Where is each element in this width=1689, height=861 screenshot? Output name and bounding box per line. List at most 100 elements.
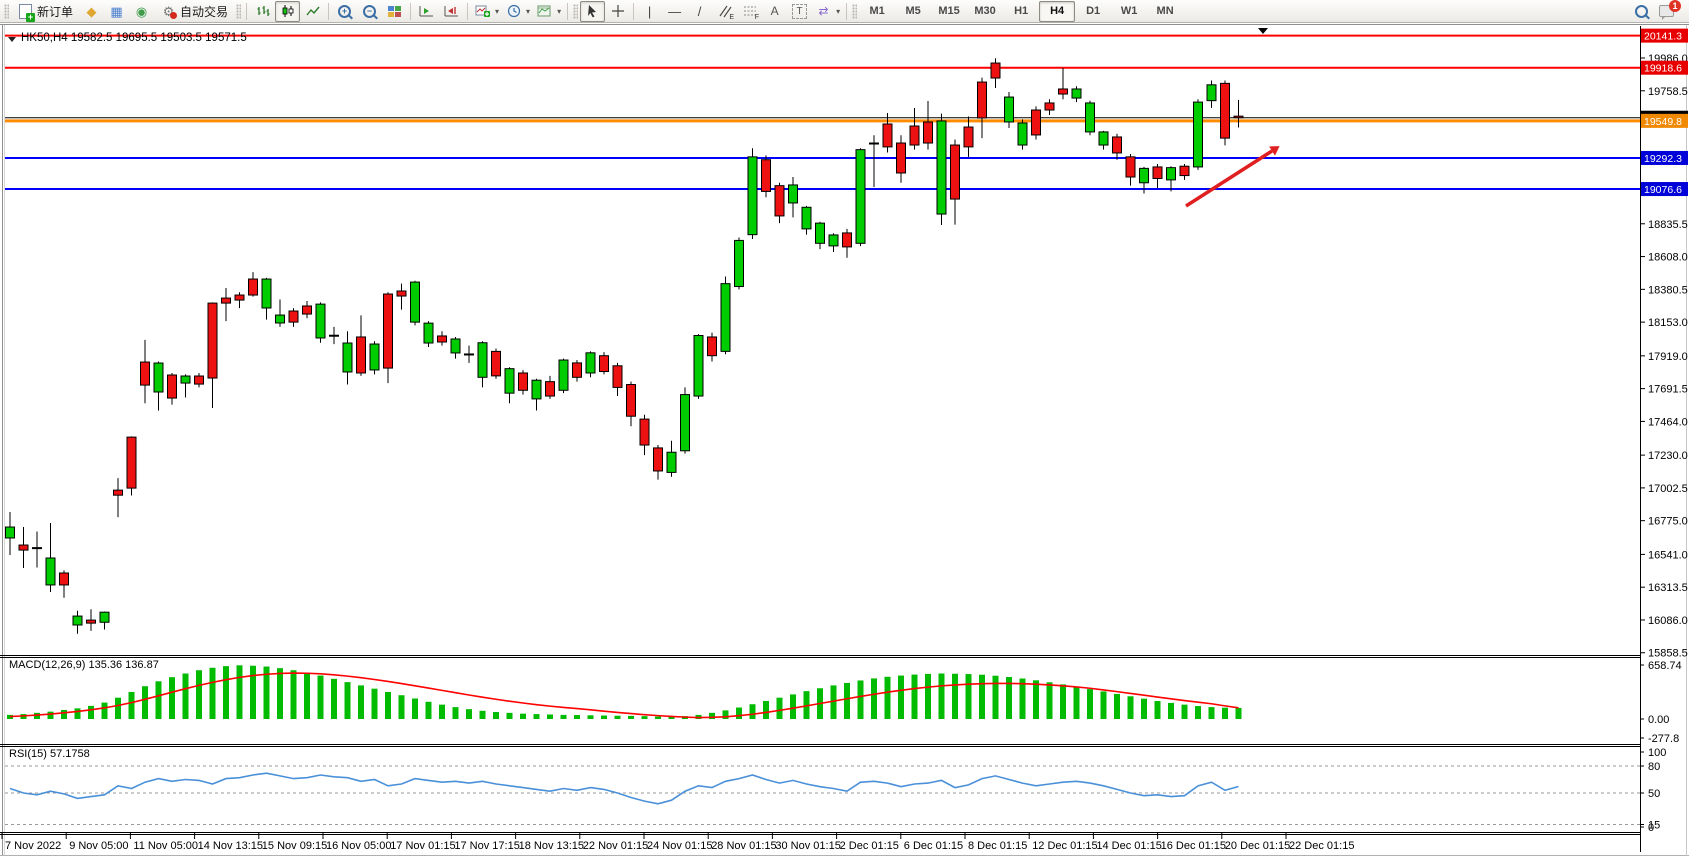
crosshair-button[interactable] xyxy=(605,1,630,22)
macd-histogram-bar xyxy=(1060,684,1066,719)
horizontal-line-button[interactable]: — xyxy=(662,1,687,22)
macd-histogram-bar xyxy=(1006,677,1012,719)
separator xyxy=(567,2,569,20)
macd-histogram-bar xyxy=(1073,686,1080,719)
text-label-button[interactable]: T xyxy=(787,1,812,22)
price-tick-label: 17919.0 xyxy=(1648,351,1688,363)
macd-histogram-bar xyxy=(34,712,40,719)
new-order-button[interactable]: + 新订单 xyxy=(11,1,79,22)
price-level-lines[interactable] xyxy=(5,34,1640,191)
timeframe-h1-button[interactable]: H1 xyxy=(1014,5,1029,17)
auto-scroll-button[interactable] xyxy=(414,1,439,22)
new-order-label: 新订单 xyxy=(37,4,74,19)
candle xyxy=(923,100,933,150)
crosshair-icon xyxy=(609,3,626,20)
macd-histogram-bar xyxy=(1154,700,1161,719)
toolbar-grip[interactable] xyxy=(573,3,579,19)
macd-histogram-bar xyxy=(250,665,256,719)
indicators-button[interactable]: ▾ xyxy=(471,1,502,22)
macd-histogram-bar xyxy=(992,675,999,719)
cursor-button[interactable] xyxy=(580,0,606,22)
market-watch-icon: ◆ xyxy=(86,3,97,19)
chart-shift-button[interactable] xyxy=(439,1,464,22)
candle xyxy=(828,233,839,252)
auto-trading-button[interactable]: ⚙ 自动交易 xyxy=(154,1,234,22)
equidistant-channel-button[interactable]: E xyxy=(712,1,737,22)
candle xyxy=(261,277,272,320)
date-tick-label: 16 Nov 05:00 xyxy=(326,840,391,852)
timeframe-m30-button[interactable]: M30 xyxy=(974,5,996,17)
toolbar-grip[interactable] xyxy=(4,3,9,19)
vertical-line-button[interactable]: | xyxy=(637,1,662,22)
svg-text:19076.6: 19076.6 xyxy=(1644,184,1682,196)
fibonacci-button[interactable]: F xyxy=(737,1,762,22)
line-chart-button[interactable] xyxy=(300,1,325,22)
candlestick-chart-button[interactable] xyxy=(275,0,301,22)
trendline-icon: / xyxy=(697,3,702,19)
macd-histogram-bar xyxy=(790,694,796,719)
macd-histogram-bar xyxy=(371,688,378,719)
dropdown-arrow-icon: ▾ xyxy=(526,6,531,16)
macd-histogram-bar xyxy=(263,666,270,719)
timeframe-w1-button[interactable]: W1 xyxy=(1120,5,1138,17)
toolbar-grip[interactable] xyxy=(236,3,242,19)
timeframe-h4-button[interactable]: H4 xyxy=(1039,0,1076,22)
date-tick-label: 17 Nov 17:15 xyxy=(454,840,519,852)
macd-histogram-bar xyxy=(88,705,94,719)
candle xyxy=(612,362,623,397)
candle xyxy=(1058,67,1068,100)
periods-button[interactable]: ▾ xyxy=(502,1,533,22)
rsi-pane: RSI(15) 57.1758 100 80 50 150 xyxy=(5,747,1666,834)
macd-histogram-bar xyxy=(1114,693,1120,719)
timeframe-m15-button[interactable]: M15 xyxy=(938,5,960,17)
macd-histogram-bar xyxy=(331,678,337,719)
candle xyxy=(653,445,663,480)
candle xyxy=(423,321,434,348)
chart-window: HK50,H4 19582.5 19695.5 19503.5 19571.5 1… xyxy=(0,23,1689,861)
candle xyxy=(950,139,960,225)
candle xyxy=(383,292,393,384)
navigator-button[interactable]: ▦ xyxy=(104,1,129,22)
timeframe-d1-button[interactable]: D1 xyxy=(1086,5,1101,17)
timeframe-m1-button[interactable]: M1 xyxy=(869,5,885,17)
market-watch-button[interactable]: ◆ xyxy=(79,1,104,22)
chart-canvas[interactable]: HK50,H4 19582.5 19695.5 19503.5 19571.5 1… xyxy=(0,23,1689,861)
data-window-button[interactable]: ◉ xyxy=(129,1,154,22)
candle xyxy=(302,300,312,319)
notifications-button[interactable]: 1 xyxy=(1654,0,1681,22)
templates-button[interactable]: ▾ xyxy=(533,1,564,22)
macd-histogram-bar xyxy=(1141,698,1147,719)
candle xyxy=(1233,99,1244,128)
macd-histogram-bar xyxy=(668,716,675,719)
chart-shift-marker[interactable] xyxy=(1258,28,1268,34)
toolbar-grip[interactable] xyxy=(852,3,858,19)
date-tick-label: 22 Nov 01:15 xyxy=(583,840,648,852)
zoom-in-button[interactable]: + xyxy=(332,1,357,22)
text-button[interactable]: A xyxy=(762,1,787,22)
zoom-in-icon: + xyxy=(336,3,353,20)
date-tick-label: 14 Dec 01:15 xyxy=(1096,840,1161,852)
trendline-button[interactable]: / xyxy=(687,1,712,22)
timeframe-mn-button[interactable]: MN xyxy=(1156,5,1174,17)
candle xyxy=(167,372,177,405)
candle xyxy=(734,237,744,290)
bar-chart-button[interactable] xyxy=(250,1,275,22)
candle xyxy=(1179,164,1190,180)
date-tick-label: 16 Dec 01:15 xyxy=(1161,840,1226,852)
price-tick-label: 16086.0 xyxy=(1648,615,1688,627)
candle xyxy=(720,276,731,355)
zoom-out-button[interactable]: − xyxy=(357,1,382,22)
price-axis[interactable]: 19986.019758.519531.018835.518608.018380… xyxy=(1640,26,1688,852)
macd-scale-label: 658.74 xyxy=(1648,660,1682,672)
search-button[interactable] xyxy=(1629,1,1654,22)
arrows-button[interactable]: ⇄ ▾ xyxy=(812,1,843,22)
tile-windows-button[interactable] xyxy=(382,1,407,22)
cursor-icon xyxy=(584,3,601,20)
candle xyxy=(774,182,785,224)
timeframe-m5-button[interactable]: M5 xyxy=(905,5,921,17)
candle xyxy=(275,299,285,327)
time-axis[interactable]: 7 Nov 2022 9 Nov 05:00 11 Nov 05:00 14 Nov … xyxy=(1,833,1354,852)
rsi-line xyxy=(9,772,1239,805)
annotation-arrow[interactable] xyxy=(1185,146,1280,208)
macd-histogram-bar xyxy=(412,698,418,719)
